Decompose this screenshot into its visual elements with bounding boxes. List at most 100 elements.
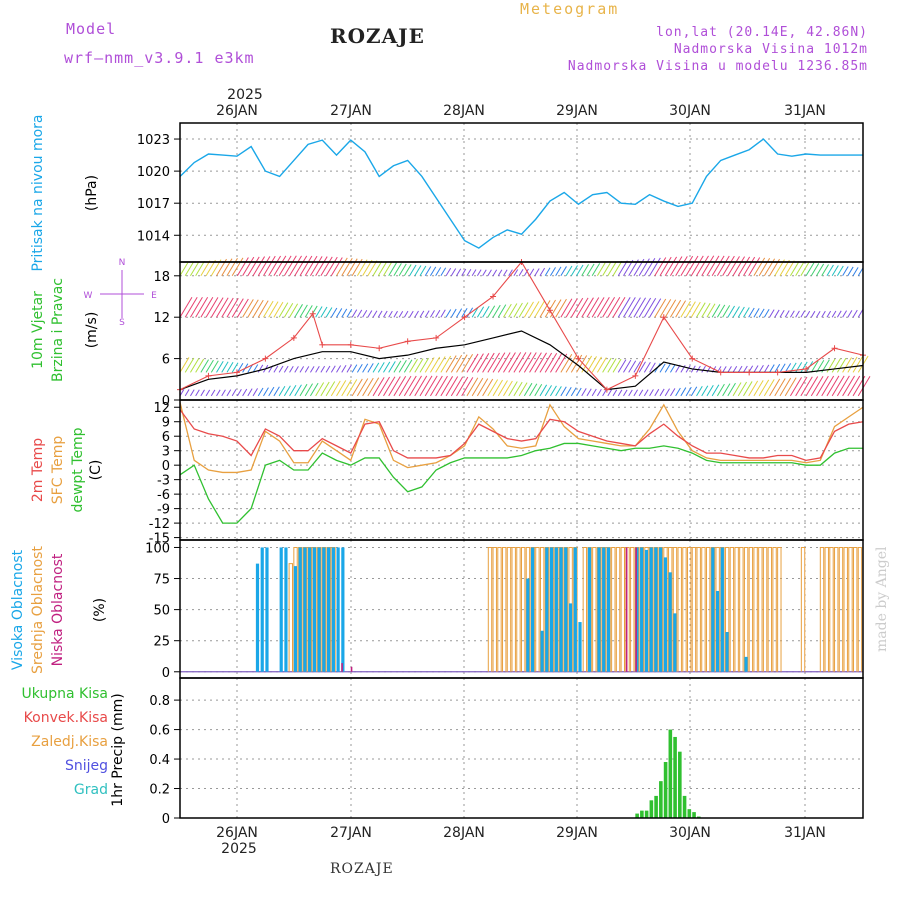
wind-barb <box>795 362 803 373</box>
wind-barb <box>482 305 490 318</box>
wind-barb <box>570 297 584 318</box>
wind-barb <box>758 308 765 318</box>
wind-barb <box>419 310 425 318</box>
wind-barb <box>529 268 535 277</box>
wind-barb <box>518 382 528 397</box>
wind-barb <box>743 307 750 318</box>
wind-barb <box>680 255 694 277</box>
wind-barb <box>659 256 672 277</box>
wind-barb <box>857 309 864 318</box>
wind-barb <box>456 376 469 397</box>
wind-barb <box>617 297 631 318</box>
wind-barb <box>430 266 437 277</box>
wind-barb <box>304 366 310 373</box>
wind-barb <box>779 363 786 373</box>
precip-legend-item: Snijeg <box>65 758 108 774</box>
wind-barb <box>722 366 727 373</box>
wind-barb <box>367 363 374 373</box>
wind-barb <box>810 263 820 277</box>
wind-barb <box>711 255 725 277</box>
low-cloud-bar <box>625 547 628 672</box>
wind-barb <box>283 365 289 373</box>
wind-barb <box>576 297 589 318</box>
wind-barb <box>315 382 325 397</box>
wind-barb <box>497 269 503 277</box>
wind-barb <box>555 353 568 373</box>
high-cloud-bar <box>744 656 748 672</box>
wind-barb <box>612 389 618 397</box>
wind-barb <box>482 378 494 397</box>
wind-barb <box>456 268 462 277</box>
wind-barb <box>836 265 844 277</box>
wind-barb <box>445 267 452 277</box>
sfc-temp-line <box>179 402 864 474</box>
wind-barb <box>299 366 305 373</box>
y-tick-label: 18 <box>153 270 170 285</box>
y-tick-label: 1017 <box>137 197 170 212</box>
wind-barb <box>236 257 249 277</box>
mid-cloud-bar <box>701 546 706 672</box>
wind-barb <box>654 257 667 277</box>
wind-barb <box>252 256 266 277</box>
mid-cloud-bar <box>611 546 616 672</box>
high-cloud-bar <box>308 547 312 672</box>
date-label-top: 31JAN <box>784 103 826 119</box>
mid-cloud-bar <box>834 546 839 672</box>
wind-barb <box>576 387 582 397</box>
wind-barb <box>748 257 761 277</box>
wind-barb <box>842 266 849 277</box>
wind-barb <box>675 300 687 318</box>
wind-barb <box>753 257 766 277</box>
y-tick-label: 25 <box>153 635 170 650</box>
wind-barb <box>294 384 302 397</box>
precip-axis-title: 1hr Precip (mm) <box>110 693 126 806</box>
wind-barb <box>518 352 532 373</box>
high-cloud-bar <box>564 547 568 672</box>
wind-barb <box>320 256 333 277</box>
wind-barb <box>732 256 746 277</box>
wind-barb <box>315 256 328 277</box>
mid-cloud-bar <box>677 546 682 672</box>
wind-barb <box>268 386 275 397</box>
wind-barb <box>289 365 294 373</box>
wind-barb <box>414 358 424 373</box>
pressure-line <box>179 138 863 249</box>
mid-cloud-bar <box>853 546 858 672</box>
high-cloud-bar <box>654 547 658 672</box>
date-label-top: 27JAN <box>330 103 372 119</box>
y-tick-label: 1023 <box>137 133 170 148</box>
wind-barb <box>226 389 232 397</box>
wind-barb <box>205 389 211 397</box>
wind-barb <box>701 255 715 277</box>
wind-barb <box>680 300 691 318</box>
mid-cloud-bar <box>696 546 701 672</box>
high-cloud-bar <box>265 547 269 672</box>
wind-barb <box>341 308 348 318</box>
wind-barb <box>680 387 687 397</box>
wind-barb <box>445 355 457 373</box>
high-cloud-bar <box>545 547 549 672</box>
wind-barb <box>362 309 368 318</box>
wind-barb <box>539 267 546 277</box>
wind-barb <box>649 298 662 318</box>
wind-barb <box>403 310 409 318</box>
wind-barb <box>435 309 441 318</box>
wind-barb <box>336 257 348 277</box>
wind-barb <box>409 375 422 397</box>
wind-barb <box>685 301 696 318</box>
wind-barb <box>195 389 200 397</box>
wind-barb <box>753 380 764 397</box>
wind-barb <box>450 376 464 397</box>
wind-barb <box>628 360 637 373</box>
wind-barb <box>257 364 264 373</box>
high-cloud-bar <box>255 563 260 672</box>
wind-barb <box>231 257 244 277</box>
wind-barb <box>325 256 338 277</box>
wind-barb <box>310 256 323 277</box>
wind-barb <box>795 376 808 397</box>
wind-barb <box>325 365 331 373</box>
mid-cloud-bar <box>506 546 512 672</box>
wind-barb <box>602 296 616 318</box>
wind-barb <box>763 364 770 373</box>
